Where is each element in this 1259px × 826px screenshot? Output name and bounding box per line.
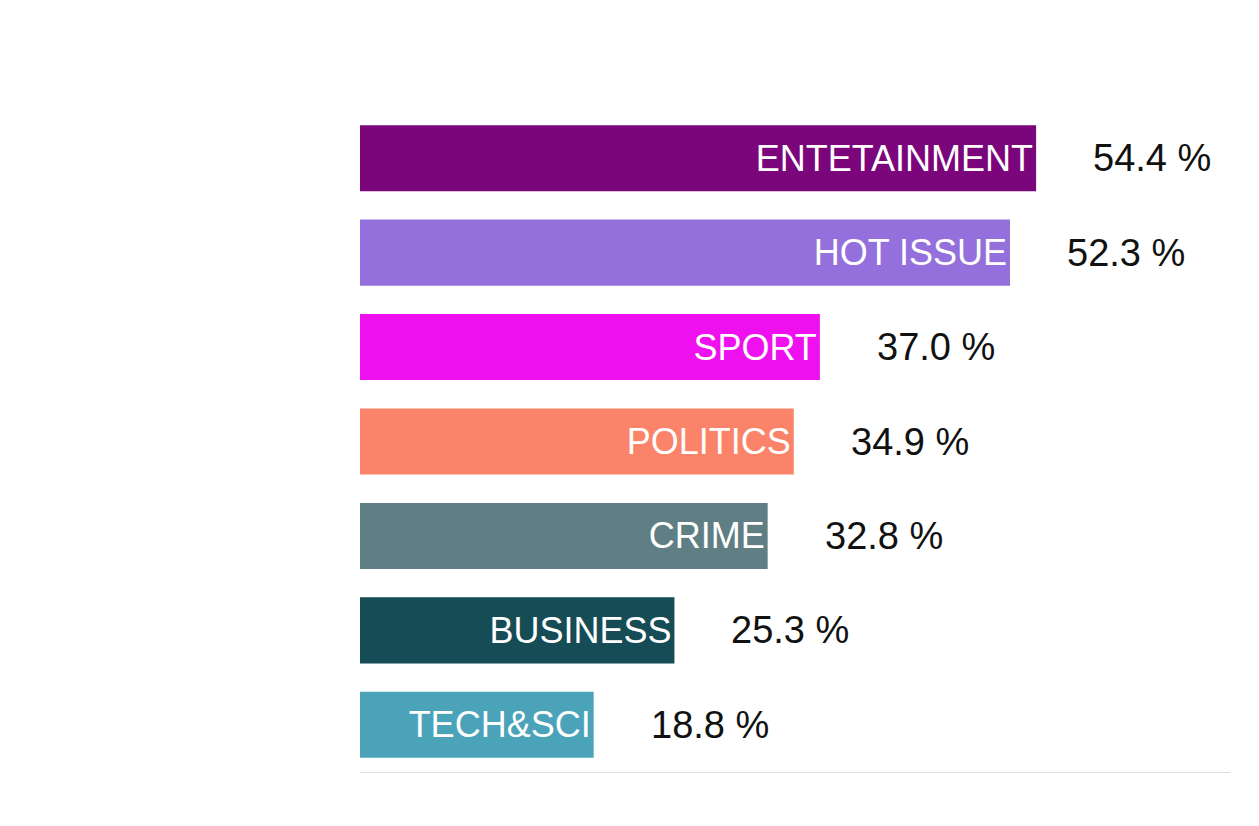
svg-text:SPORT: SPORT [693, 327, 816, 368]
svg-text:18.8 %: 18.8 % [651, 704, 769, 746]
svg-text:52.3 %: 52.3 % [1067, 232, 1185, 274]
svg-text:ENTETAINMENT: ENTETAINMENT [756, 138, 1033, 179]
svg-text:32.8 %: 32.8 % [825, 515, 943, 557]
svg-text:54.4 %: 54.4 % [1093, 137, 1211, 179]
svg-text:25.3 %: 25.3 % [731, 609, 849, 651]
svg-text:34.9 %: 34.9 % [851, 421, 969, 463]
svg-text:CRIME: CRIME [649, 515, 765, 556]
svg-text:37.0 %: 37.0 % [877, 326, 995, 368]
svg-text:TECH&SCI: TECH&SCI [409, 704, 591, 745]
svg-text:HOT ISSUE: HOT ISSUE [814, 232, 1007, 273]
svg-text:POLITICS: POLITICS [627, 421, 791, 462]
svg-text:BUSINESS: BUSINESS [489, 610, 671, 651]
